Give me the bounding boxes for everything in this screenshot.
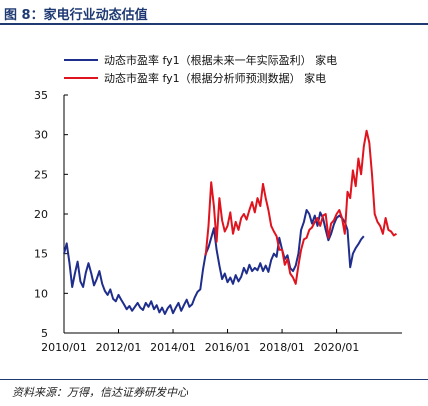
tick-labels: 5 10 15 20 25 30 35 2010/01 2012/01 2014/01 2016/0… bbox=[34, 89, 359, 354]
y-tick-label: 5 bbox=[41, 327, 48, 340]
series-line-1 bbox=[63, 209, 365, 315]
y-tick-label: 30 bbox=[34, 129, 48, 142]
y-tick-label: 10 bbox=[34, 287, 48, 300]
source-rule bbox=[0, 379, 428, 380]
y-tick-label: 25 bbox=[34, 168, 48, 181]
legend-label-2: 动态市盈率 fy1（根据分析师预测数据） 家电 bbox=[104, 71, 326, 85]
source-note: 资料来源：万得，信达证券研发中心 bbox=[12, 386, 188, 399]
y-tick-label: 35 bbox=[34, 89, 48, 102]
y-tick-label: 15 bbox=[34, 248, 48, 261]
x-tick-label: 2016/01 bbox=[205, 341, 251, 354]
x-tick-label: 2010/01 bbox=[41, 341, 87, 354]
x-tick-label: 2020/01 bbox=[314, 341, 360, 354]
y-tick-label: 20 bbox=[34, 208, 48, 221]
x-tick-label: 2014/01 bbox=[150, 341, 196, 354]
series-lines bbox=[63, 129, 398, 315]
title-rule bbox=[0, 23, 428, 25]
x-tick-label: 2018/01 bbox=[259, 341, 305, 354]
x-tick-label: 2012/01 bbox=[96, 341, 142, 354]
series-line-2 bbox=[204, 129, 398, 285]
figure-title: 图 8：家电行业动态估值 bbox=[4, 8, 148, 23]
legend-label-1: 动态市盈率 fy1（根据未来一年实际盈利） 家电 bbox=[104, 53, 337, 67]
pe-valuation-chart: 5 10 15 20 25 30 35 2010/01 2012/01 2014/01 2016/0… bbox=[34, 53, 402, 354]
axes bbox=[63, 94, 402, 334]
